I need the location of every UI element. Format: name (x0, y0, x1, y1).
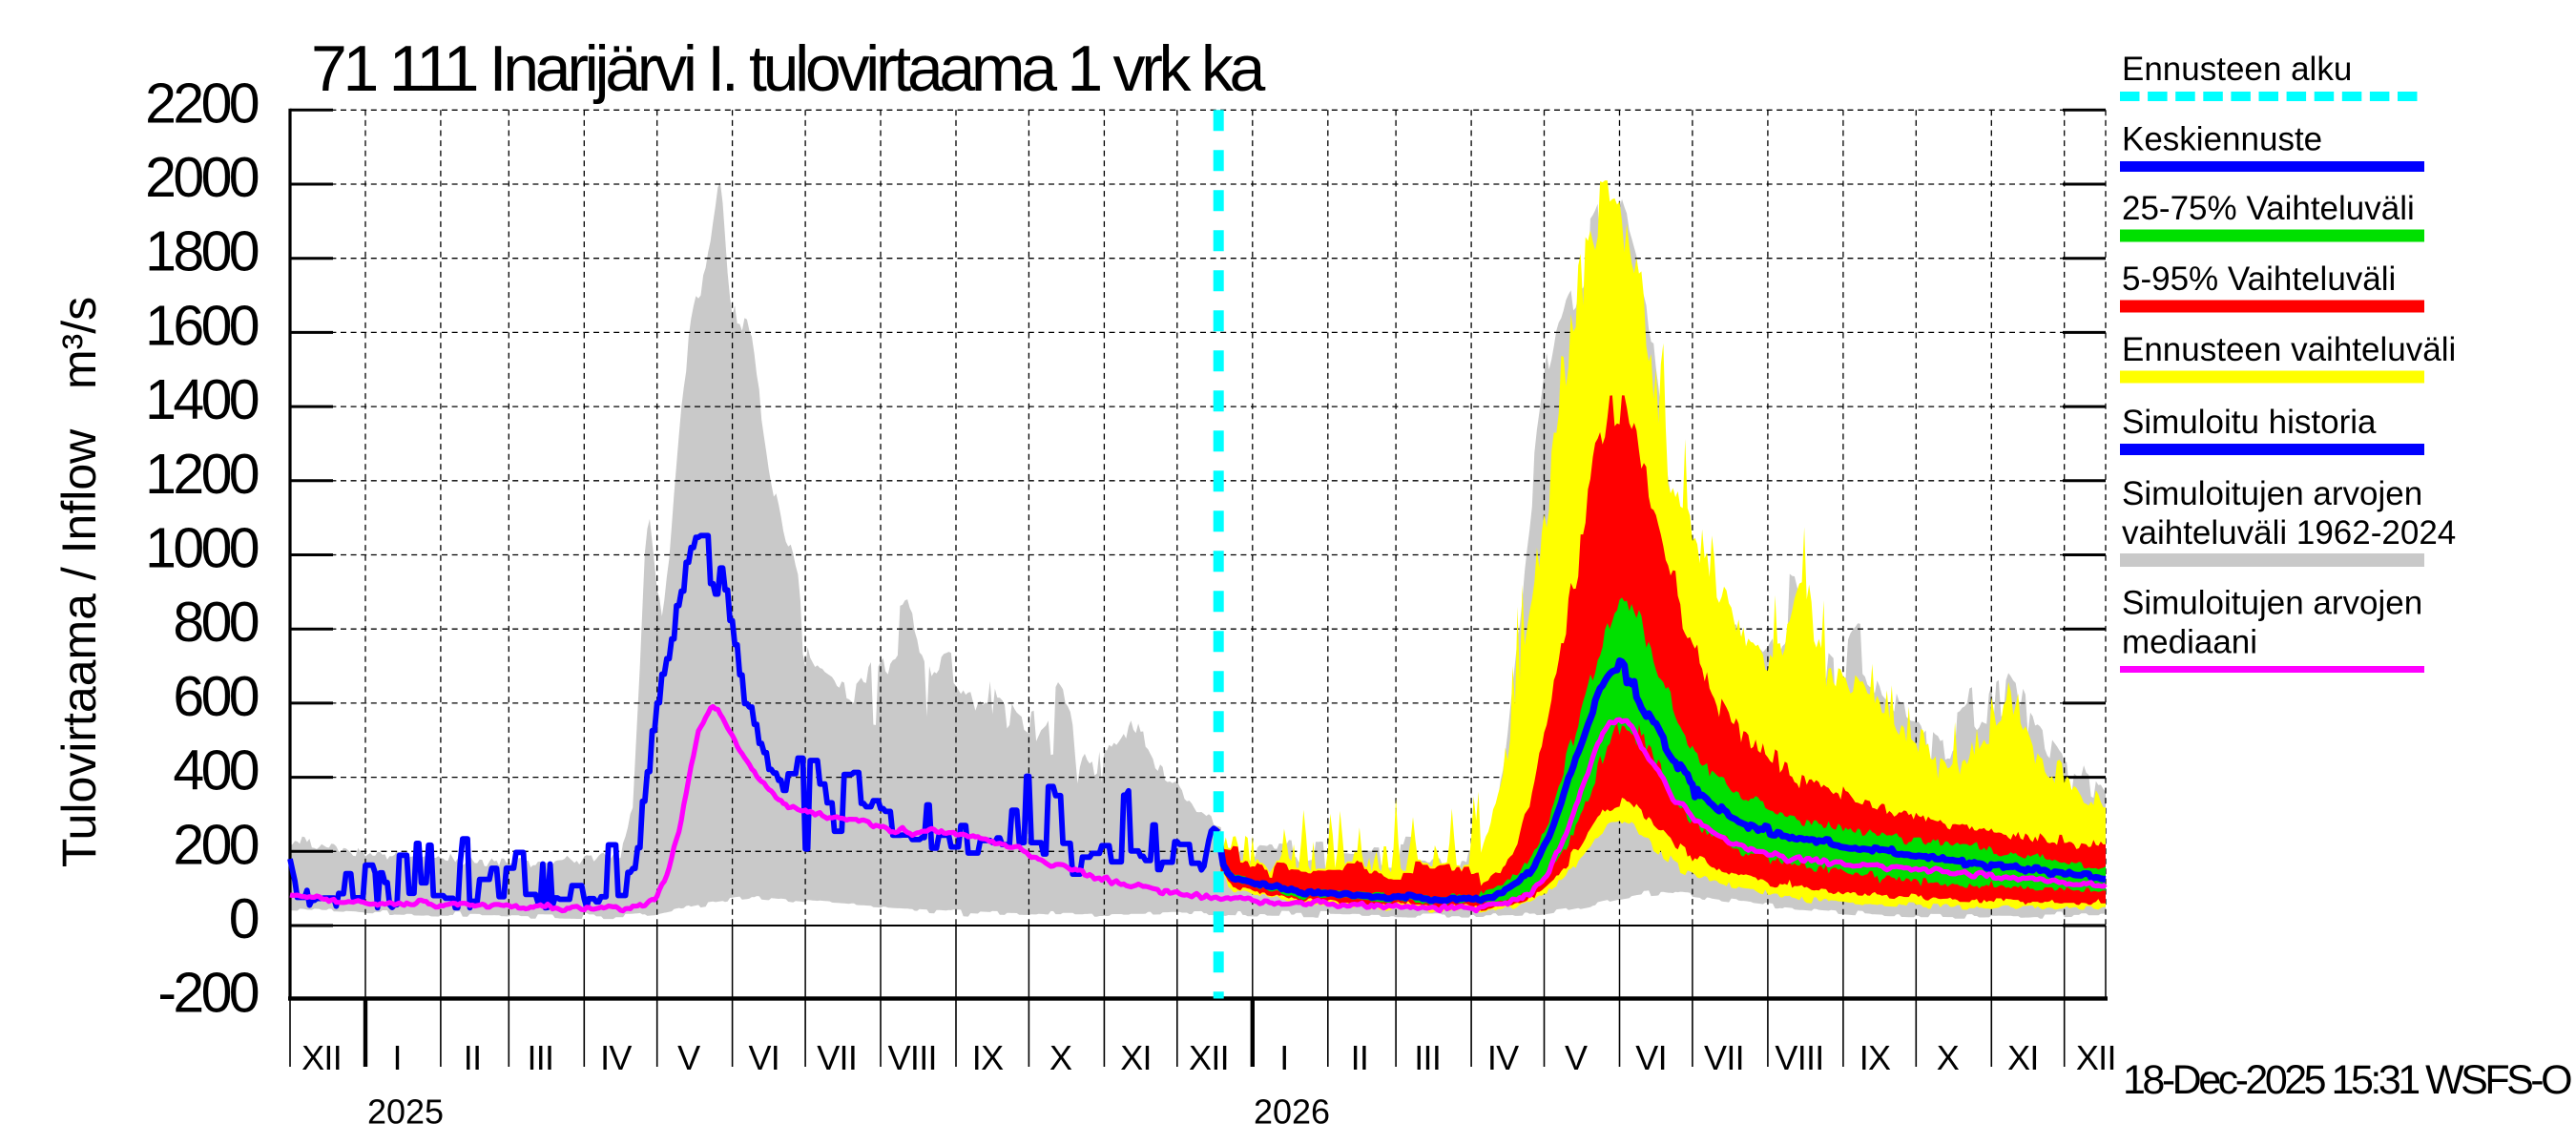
svg-text:XII: XII (301, 1038, 342, 1077)
svg-text:VII: VII (817, 1038, 857, 1077)
svg-text:800: 800 (173, 591, 258, 654)
svg-text:Keskiennuste: Keskiennuste (2122, 121, 2322, 158)
svg-text:1600: 1600 (145, 294, 259, 357)
svg-text:IV: IV (600, 1038, 632, 1077)
svg-text:200: 200 (173, 813, 258, 876)
svg-text:Simuloitujen arvojen: Simuloitujen arvojen (2122, 585, 2422, 622)
svg-text:5-95% Vaihteluväli: 5-95% Vaihteluväli (2122, 260, 2396, 298)
svg-text:I: I (392, 1038, 401, 1077)
svg-text:Tulovirtaama / Inflow m³/s: Tulovirtaama / Inflow m³/s (52, 297, 106, 867)
svg-text:Simuloitu historia: Simuloitu historia (2122, 404, 2377, 441)
svg-text:1800: 1800 (145, 220, 259, 283)
svg-text:2025: 2025 (367, 1093, 444, 1132)
svg-text:0: 0 (229, 887, 259, 950)
svg-text:25-75% Vaihteluväli: 25-75% Vaihteluväli (2122, 190, 2415, 227)
svg-text:Ennusteen vaihteluväli: Ennusteen vaihteluväli (2122, 331, 2456, 368)
svg-text:XI: XI (2007, 1038, 2039, 1077)
svg-text:VIII: VIII (888, 1038, 937, 1077)
svg-text:400: 400 (173, 739, 258, 802)
svg-text:XII: XII (2076, 1038, 2116, 1077)
svg-text:XII: XII (1189, 1038, 1229, 1077)
svg-text:III: III (527, 1038, 553, 1077)
svg-text:IV: IV (1487, 1038, 1519, 1077)
svg-text:mediaani: mediaani (2122, 624, 2257, 661)
svg-text:2200: 2200 (145, 72, 259, 135)
svg-text:1200: 1200 (145, 443, 259, 506)
svg-text:V: V (1565, 1038, 1588, 1077)
svg-text:II: II (1351, 1038, 1369, 1077)
svg-text:-200: -200 (157, 962, 258, 1025)
svg-text:X: X (1049, 1038, 1072, 1077)
svg-text:71 111 Inarijärvi I. tulovirta: 71 111 Inarijärvi I. tulovirtaama 1 vrk … (311, 32, 1266, 105)
svg-text:VI: VI (748, 1038, 779, 1077)
svg-text:2026: 2026 (1254, 1093, 1330, 1132)
svg-text:VII: VII (1704, 1038, 1744, 1077)
svg-text:X: X (1937, 1038, 1960, 1077)
svg-text:18-Dec-2025 15:31 WSFS-O: 18-Dec-2025 15:31 WSFS-O (2123, 1057, 2571, 1103)
svg-text:IX: IX (1859, 1038, 1891, 1077)
svg-text:1400: 1400 (145, 368, 259, 431)
svg-text:XI: XI (1120, 1038, 1152, 1077)
svg-text:1000: 1000 (145, 517, 259, 580)
svg-text:III: III (1414, 1038, 1441, 1077)
svg-text:VIII: VIII (1775, 1038, 1823, 1077)
svg-text:Ennusteen alku: Ennusteen alku (2122, 51, 2352, 88)
svg-text:II: II (464, 1038, 482, 1077)
svg-text:IX: IX (972, 1038, 1004, 1077)
svg-text:VI: VI (1635, 1038, 1667, 1077)
svg-text:600: 600 (173, 665, 258, 728)
svg-text:V: V (677, 1038, 700, 1077)
svg-text:Simuloitujen arvojen: Simuloitujen arvojen (2122, 475, 2422, 512)
svg-text:vaihteluväli 1962-2024: vaihteluväli 1962-2024 (2122, 514, 2456, 552)
svg-text:I: I (1279, 1038, 1288, 1077)
svg-text:2000: 2000 (145, 146, 259, 209)
